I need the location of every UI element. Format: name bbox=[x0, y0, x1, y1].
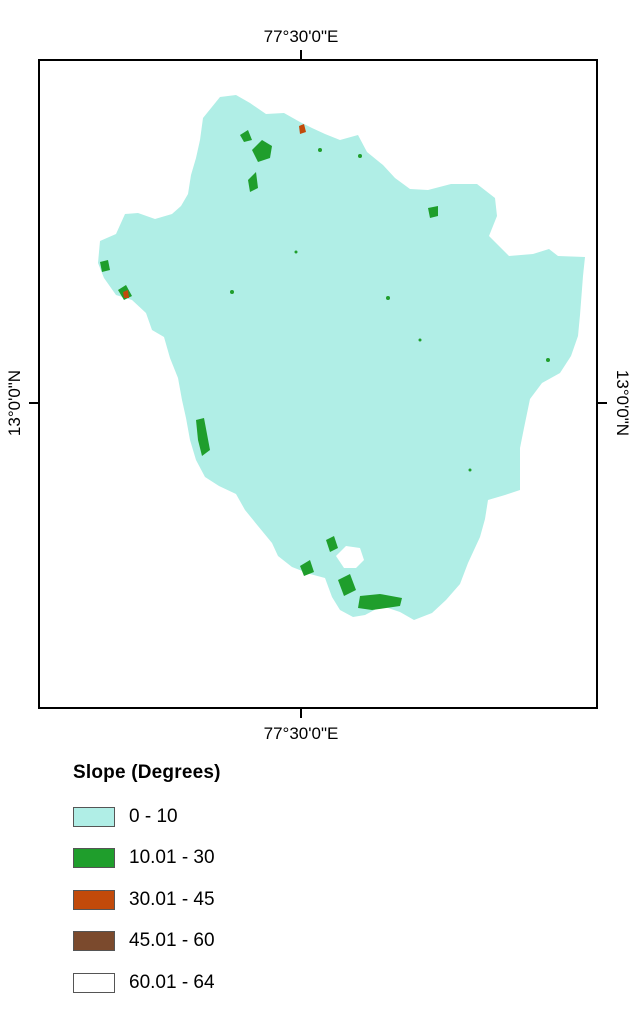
slope-patch-south-4 bbox=[326, 536, 338, 552]
slope-patch-south-2 bbox=[338, 574, 356, 596]
slope-patch-dot bbox=[318, 148, 322, 152]
legend-swatch bbox=[73, 848, 115, 869]
slope-patch-west-3 bbox=[196, 418, 210, 456]
legend-swatch bbox=[73, 931, 115, 952]
notch bbox=[336, 546, 364, 568]
legend-item: 60.01 - 64 bbox=[73, 962, 373, 1004]
right-latitude-label: 13°0'0"N bbox=[613, 370, 632, 436]
legend-item: 0 - 10 bbox=[73, 796, 373, 838]
legend-swatch bbox=[73, 972, 115, 993]
slope-patch-north-2 bbox=[248, 172, 258, 192]
top-longitude-label: 77°30'0"E bbox=[264, 27, 339, 46]
legend-label: 0 - 10 bbox=[129, 805, 178, 827]
legend-label: 45.01 - 60 bbox=[129, 930, 215, 952]
slope-patch-dot bbox=[468, 468, 472, 472]
slope-patch-south-1 bbox=[300, 560, 314, 576]
legend-item: 30.01 - 45 bbox=[73, 879, 373, 921]
slope-patch-west-2 bbox=[100, 260, 110, 272]
slope-patch-dot bbox=[358, 154, 362, 158]
legend-swatch bbox=[73, 889, 115, 910]
legend-item: 10.01 - 30 bbox=[73, 838, 373, 880]
slope-region-0-10 bbox=[98, 95, 585, 620]
slope-patch-dot bbox=[418, 338, 422, 342]
slope-patch-north bbox=[299, 124, 306, 134]
slope-patch-dot bbox=[294, 250, 298, 254]
legend-label: 10.01 - 30 bbox=[129, 847, 215, 869]
slope-patch-dot bbox=[386, 296, 390, 300]
slope-patches-30-45 bbox=[123, 124, 306, 298]
left-latitude-label: 13°0'0"N bbox=[5, 370, 24, 436]
slope-patch-east-1 bbox=[428, 206, 438, 218]
legend-item: 45.01 - 60 bbox=[73, 921, 373, 963]
slope-patch-dot bbox=[230, 290, 234, 294]
bottom-longitude-label: 77°30'0"E bbox=[264, 724, 339, 743]
slope-patch-south-3 bbox=[358, 594, 402, 610]
slope-patch-west bbox=[123, 290, 129, 298]
legend-label: 30.01 - 45 bbox=[129, 888, 215, 910]
legend-swatch bbox=[73, 806, 115, 827]
slope-patch-north-1 bbox=[252, 140, 272, 162]
legend-title: Slope (Degrees) bbox=[73, 762, 221, 783]
slope-patch-dot bbox=[546, 358, 550, 362]
legend: Slope (Degrees) 0 - 10 10.01 - 30 30.01 - … bbox=[73, 762, 373, 1004]
legend-label: 60.01 - 64 bbox=[129, 971, 215, 993]
legend-items: 0 - 10 10.01 - 30 30.01 - 45 45.01 - 60 60.0… bbox=[73, 796, 373, 1004]
slope-patches-10-30 bbox=[100, 130, 550, 610]
slope-patch-north-3 bbox=[240, 130, 252, 142]
